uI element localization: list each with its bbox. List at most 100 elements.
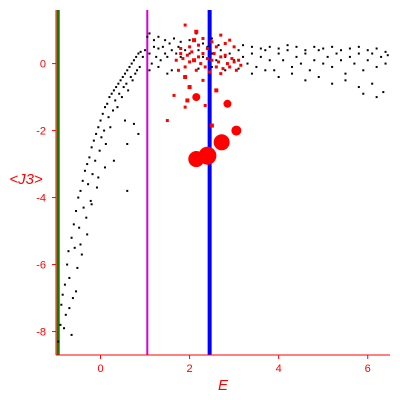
highlight-point [194,29,199,34]
data-point [348,55,351,58]
data-point [112,159,115,162]
data-point [371,82,374,85]
data-point [197,67,200,70]
vertical-marker-lines [56,10,212,355]
highlight-point [187,85,192,90]
x-tick-label: 0 [97,363,103,375]
highlight-point [219,33,223,37]
data-point [144,49,147,52]
data-point [66,263,69,266]
data-point [170,49,173,52]
data-point [264,69,267,72]
highlight-point [183,65,187,69]
data-point [362,69,365,72]
highlight-point [232,45,236,49]
data-point [242,55,245,58]
highlight-point [230,57,234,61]
data-point [114,99,117,102]
data-point [268,59,271,62]
data-point [107,116,110,119]
data-point [210,52,213,55]
data-point [88,156,91,159]
data-point [237,49,240,52]
data-point [59,323,62,326]
highlight-point [176,68,180,72]
data-point [70,236,73,239]
data-point [118,92,121,95]
data-point [210,37,213,40]
data-point [259,47,262,50]
data-point [335,52,338,55]
data-point [122,86,125,89]
data-point [322,62,325,65]
data-point [380,55,383,58]
highlight-point [210,40,214,44]
data-point [126,142,129,145]
data-point [362,92,365,95]
data-point [57,340,60,343]
data-point [366,59,369,62]
data-point [121,75,124,78]
data-point [344,72,347,75]
data-point [87,183,90,186]
highlight-point [192,38,197,43]
data-point [89,199,92,202]
data-point [126,69,129,72]
y-tick-label: -2 [36,126,46,138]
data-point [164,52,167,55]
data-point [206,45,209,48]
highlight-point [192,58,197,63]
data-point [299,62,302,65]
data-point [166,55,169,58]
data-point [132,122,135,125]
highlight-point [210,58,214,62]
data-point [98,149,101,152]
highlight-point [172,93,176,97]
data-point [128,65,131,68]
data-point [112,89,115,92]
highlight-point [197,55,201,59]
data-point [375,96,378,99]
data-point [366,49,369,52]
data-point [264,49,267,52]
data-point [331,65,334,68]
data-point [268,45,271,48]
data-point [70,333,73,336]
data-point [92,139,95,142]
data-point [129,75,132,78]
data-point [242,44,245,47]
highlight-point [219,55,223,59]
data-point [326,55,329,58]
data-point [184,49,187,52]
highlight-point [234,68,238,72]
data-point [68,276,71,279]
highlight-point [213,134,230,151]
data-point [313,45,316,48]
data-point [219,49,222,52]
data-point [104,142,107,145]
data-point [76,266,79,269]
data-point [150,62,153,65]
data-point [115,86,118,89]
highlight-point [217,60,221,64]
data-point [259,55,262,58]
data-point [317,49,320,52]
data-point [126,189,129,192]
data-point [175,52,178,55]
data-point [132,59,135,62]
data-point [344,79,347,82]
data-point [331,45,334,48]
data-point [112,109,115,112]
data-point [138,65,141,68]
highlight-point [201,52,205,56]
data-point [91,173,94,176]
data-point [82,206,85,209]
data-point [215,59,218,62]
x-axis-title: E [218,377,229,394]
data-point [72,223,75,226]
data-point [148,52,151,55]
data-point [64,313,67,316]
data-point [382,91,385,94]
data-point [99,119,102,122]
data-point [109,126,112,129]
